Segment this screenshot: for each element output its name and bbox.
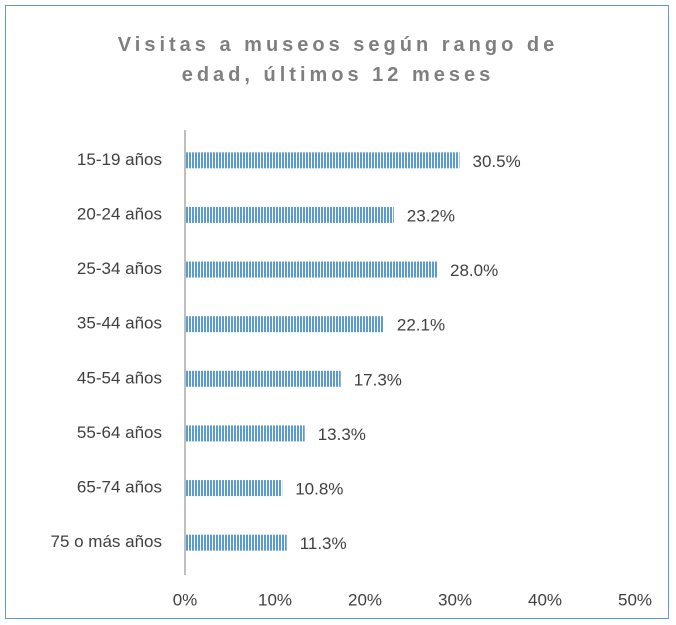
- bar: [185, 261, 437, 278]
- data-label: 30.5%: [473, 152, 521, 171]
- y-tick-label: 20-24 años: [77, 204, 162, 223]
- bar: [185, 206, 394, 223]
- bar: [185, 425, 305, 442]
- y-tick-label: 75 o más años: [50, 532, 162, 551]
- x-tick-label: 10%: [258, 590, 292, 609]
- bar: [185, 316, 384, 333]
- data-label: 10.8%: [295, 480, 343, 499]
- bar: [185, 534, 287, 551]
- x-tick-label: 40%: [528, 590, 562, 609]
- bar: [185, 152, 460, 169]
- bar: [185, 480, 283, 497]
- y-tick-label: 35-44 años: [77, 314, 162, 333]
- data-label: 28.0%: [450, 261, 498, 280]
- data-label: 22.1%: [397, 316, 445, 335]
- y-tick-label: 65-74 años: [77, 478, 162, 497]
- x-tick-label: 20%: [348, 590, 382, 609]
- y-tick-label: 25-34 años: [77, 259, 162, 278]
- data-label: 11.3%: [300, 534, 347, 553]
- chart-frame: [5, 5, 669, 619]
- y-tick-label: 55-64 años: [77, 423, 162, 442]
- data-label: 13.3%: [318, 425, 366, 444]
- bar: [185, 370, 341, 387]
- y-tick-label: 45-54 años: [77, 368, 162, 387]
- x-tick-label: 30%: [438, 590, 472, 609]
- data-label: 23.2%: [407, 206, 455, 225]
- y-tick-label: 15-19 años: [77, 150, 162, 169]
- x-tick-label: 0%: [173, 590, 198, 609]
- x-tick-label: 50%: [618, 590, 652, 609]
- chart-title: Visitas a museos según rango de edad, úl…: [117, 34, 559, 86]
- data-label: 17.3%: [354, 370, 402, 389]
